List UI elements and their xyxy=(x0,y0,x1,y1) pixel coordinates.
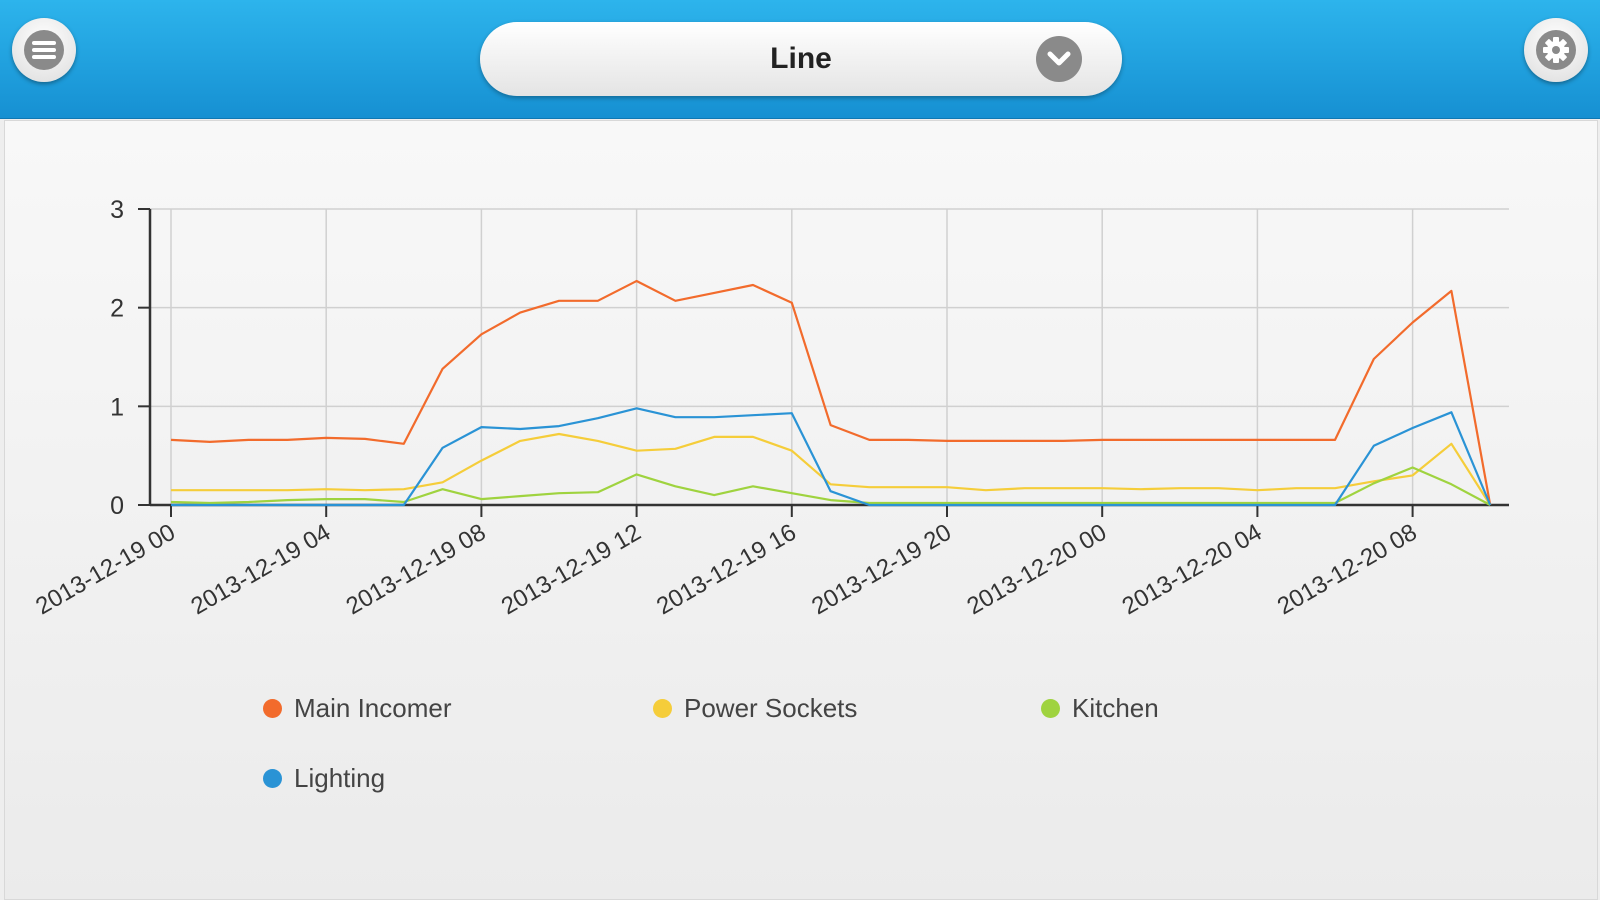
series-line-power-sockets xyxy=(171,432,1492,506)
menu-icon xyxy=(24,30,64,70)
x-tick-label: 2013-12-19 08 xyxy=(342,519,491,620)
chevron-down-icon xyxy=(1036,36,1082,82)
series-line-lighting xyxy=(171,407,1492,507)
legend-dot xyxy=(263,699,282,718)
x-tick-label: 2013-12-19 16 xyxy=(652,519,801,620)
top-bar: Line xyxy=(0,0,1600,119)
legend-item-kitchen[interactable]: Kitchen xyxy=(1041,693,1159,724)
legend-label: Main Incomer xyxy=(294,693,452,723)
x-tick-label: 2013-12-19 12 xyxy=(497,519,646,620)
settings-button[interactable] xyxy=(1524,18,1588,82)
x-tick-label: 2013-12-19 00 xyxy=(31,519,180,620)
series-line-kitchen xyxy=(170,466,1491,506)
y-tick-label: 3 xyxy=(110,196,124,224)
chart-panel: 0 1 2 3 2013-12-19 00 2013-12-19 04 2013-12-19… xyxy=(4,120,1598,900)
y-tick-label: 0 xyxy=(110,492,124,520)
x-tick-label: 2013-12-20 00 xyxy=(962,519,1111,620)
gear-icon xyxy=(1536,30,1576,70)
x-tick-label: 2013-12-20 08 xyxy=(1273,519,1422,620)
legend-item-lighting[interactable]: Lighting xyxy=(263,763,385,794)
legend-dot xyxy=(263,769,282,788)
x-tick-label: 2013-12-19 20 xyxy=(807,519,956,620)
y-tick-label: 1 xyxy=(110,393,124,421)
x-tick-label: 2013-12-19 04 xyxy=(186,519,335,620)
legend-item-power-sockets[interactable]: Power Sockets xyxy=(653,693,857,724)
series-line-main-incomer xyxy=(170,279,1492,506)
chart-type-dropdown[interactable]: Line xyxy=(480,22,1122,96)
y-tick-label: 2 xyxy=(110,295,124,323)
menu-button[interactable] xyxy=(12,18,76,82)
legend-label: Kitchen xyxy=(1072,693,1159,723)
legend-item-main-incomer[interactable]: Main Incomer xyxy=(263,693,452,724)
legend-label: Lighting xyxy=(294,763,386,793)
legend-label: Power Sockets xyxy=(684,693,858,723)
legend-dot xyxy=(1041,699,1060,718)
x-tick-label: 2013-12-20 04 xyxy=(1118,519,1267,620)
legend-dot xyxy=(653,699,672,718)
chart-type-label: Line xyxy=(770,42,832,75)
